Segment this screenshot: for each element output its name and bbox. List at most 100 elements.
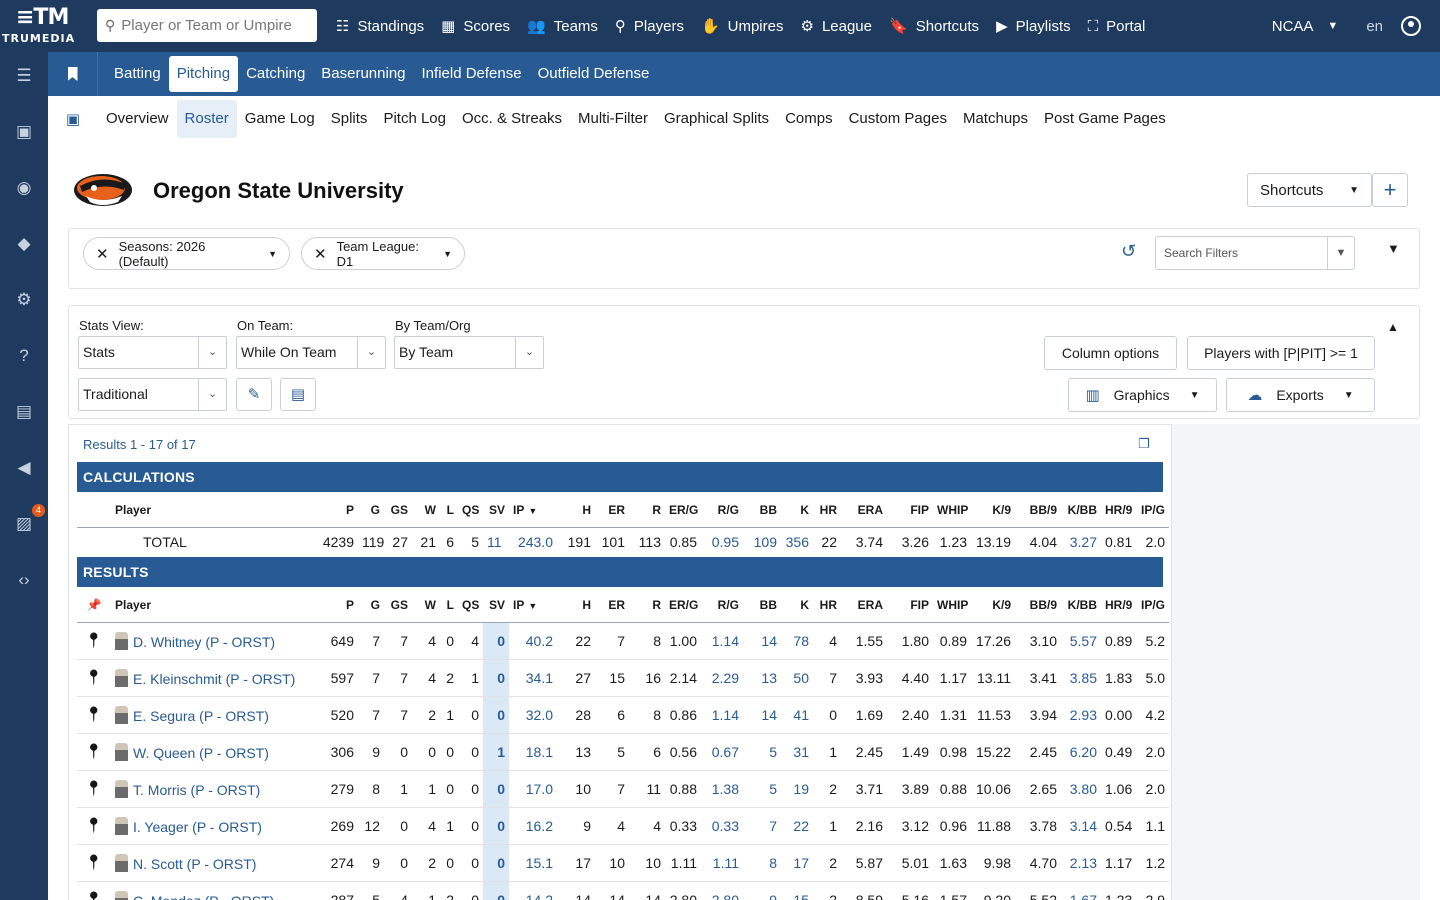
cell-sv[interactable]: 1	[483, 733, 509, 771]
column-header-er[interactable]: ER	[595, 588, 629, 623]
column-header-whip[interactable]: WHIP	[933, 588, 971, 623]
pin-column-header[interactable]: 📌	[77, 588, 111, 623]
column-header-gs[interactable]: GS	[384, 588, 412, 623]
subtab-roster[interactable]: Roster	[176, 100, 237, 138]
stats-view-select[interactable]: Stats ⌄	[78, 336, 227, 369]
subtab-occ-streaks[interactable]: Occ. & Streaks	[461, 110, 563, 127]
cell-k-bb[interactable]: 3.27	[1069, 534, 1097, 551]
pin-cell[interactable]: 📍	[77, 881, 111, 900]
filter-search-caret-icon[interactable]: ▼	[1327, 237, 1354, 269]
cell-sv[interactable]: 0	[483, 696, 509, 734]
column-header-w[interactable]: W	[412, 588, 440, 623]
column-header-qs[interactable]: QS	[458, 588, 483, 623]
collapse-controls-icon[interactable]: ▲	[1387, 320, 1399, 334]
column-header-r[interactable]: R	[629, 588, 665, 623]
remove-chip-icon[interactable]: ✕	[96, 245, 109, 263]
reset-filters-icon[interactable]: ↺	[1121, 241, 1137, 261]
column-header-g[interactable]: G	[358, 493, 384, 528]
player-name-link[interactable]: D. Whitney (P - ORST)	[133, 633, 276, 650]
code-icon[interactable]: ‹›	[18, 570, 30, 589]
column-header-sv[interactable]: SV	[483, 588, 509, 623]
help-icon[interactable]: ?	[19, 346, 29, 365]
cell-r-g[interactable]: 1.38	[701, 770, 743, 808]
cell-sv[interactable]: 0	[483, 807, 509, 845]
cell-r-g[interactable]: 0.67	[701, 733, 743, 771]
settings-gear-icon[interactable]: ⚙	[16, 290, 32, 309]
nav-teams[interactable]: 👥 Teams	[527, 17, 598, 36]
column-options-button[interactable]: Column options	[1044, 336, 1177, 370]
cell-k-bb[interactable]: 3.80	[1061, 770, 1101, 808]
cell-r-g[interactable]: 1.14	[701, 622, 743, 660]
column-header-bb-9[interactable]: BB/9	[1015, 493, 1061, 528]
player-name-link[interactable]: N. Scott (P - ORST)	[133, 855, 257, 872]
tab-batting[interactable]: Batting	[114, 65, 161, 82]
player-name-link[interactable]: W. Queen (P - ORST)	[133, 744, 269, 761]
cell-k[interactable]: 356	[785, 534, 809, 551]
column-header-k-bb[interactable]: K/BB	[1061, 493, 1101, 528]
pin-row-icon[interactable]: 📍	[85, 669, 103, 685]
filter-search[interactable]: ▼	[1155, 236, 1355, 270]
cell-bb[interactable]: 5	[743, 733, 781, 771]
expand-filters-icon[interactable]: ▼	[1387, 241, 1400, 256]
global-search[interactable]: ⚲	[97, 9, 317, 42]
column-header-ip[interactable]: IP ▼	[509, 588, 557, 623]
player-name-link[interactable]: E. Kleinschmit (P - ORST)	[133, 670, 296, 687]
cell-sv[interactable]: 0	[483, 881, 509, 900]
column-header-ip-g[interactable]: IP/G	[1135, 493, 1169, 528]
cell-k[interactable]: 17	[781, 844, 813, 882]
tab-infield-defense[interactable]: Infield Defense	[421, 65, 522, 82]
cell-k-bb[interactable]: 1.67	[1061, 881, 1101, 900]
cell-k-bb[interactable]: 3.14	[1061, 807, 1101, 845]
column-header-h[interactable]: H	[557, 493, 595, 528]
player-name-link[interactable]: I. Yeager (P - ORST)	[133, 818, 262, 835]
cell-k[interactable]: 50	[781, 659, 813, 697]
on-team-select[interactable]: While On Team ⌄	[236, 336, 386, 369]
column-header-sv[interactable]: SV	[483, 493, 509, 528]
trumedia-logo[interactable]: ≡TM TRUMEDIA	[0, 0, 74, 52]
cell-bb[interactable]: 5	[743, 770, 781, 808]
tab-pitching[interactable]: Pitching	[168, 56, 239, 92]
nav-standings[interactable]: ☷ Standings	[336, 17, 424, 36]
book-icon[interactable]: ▤	[15, 402, 33, 421]
cell-player[interactable]: W. Queen (P - ORST)	[111, 733, 318, 771]
column-header-player[interactable]: Player	[111, 588, 318, 623]
cell-bb[interactable]: 14	[743, 696, 781, 734]
column-header-bb[interactable]: BB	[743, 588, 781, 623]
cell-sv[interactable]: 0	[483, 770, 509, 808]
cell-ip[interactable]: 243.0	[517, 534, 553, 551]
nav-scores[interactable]: ▦ Scores	[441, 17, 510, 36]
video-library-icon[interactable]: ▣	[15, 122, 33, 141]
pin-row-icon[interactable]: 📍	[85, 891, 103, 900]
subtab-overview[interactable]: Overview	[106, 110, 169, 127]
copy-icon[interactable]: ❐	[1138, 436, 1150, 451]
filter-chip-seasons[interactable]: ✕ Seasons: 2026 (Default) ▼	[83, 237, 290, 270]
exports-dropdown[interactable]: ☁ Exports ▼	[1226, 378, 1375, 412]
by-team-select[interactable]: By Team ⌄	[394, 336, 544, 369]
playlist-icon[interactable]: ▣	[65, 111, 81, 128]
cell-ip[interactable]: 14.2	[509, 881, 557, 900]
glossary-button[interactable]: ▤	[280, 378, 316, 411]
column-header-qs[interactable]: QS	[458, 493, 483, 528]
column-header-fip[interactable]: FIP	[887, 588, 933, 623]
cell-bb[interactable]: 14	[743, 622, 781, 660]
subtab-splits[interactable]: Splits	[330, 110, 368, 127]
players-filter-button[interactable]: Players with [P|PIT] >= 1	[1187, 336, 1375, 370]
nav-portal[interactable]: ⛶ Portal	[1088, 18, 1146, 35]
player-name-link[interactable]: C. Mendez (P - ORST)	[133, 893, 274, 900]
tab-catching[interactable]: Catching	[246, 65, 306, 82]
pin-row-icon[interactable]: 📍	[85, 632, 103, 648]
cell-sv[interactable]: 0	[483, 622, 509, 660]
cell-player[interactable]: N. Scott (P - ORST)	[111, 844, 318, 882]
player-name-link[interactable]: T. Morris (P - ORST)	[133, 781, 261, 798]
cell-bb[interactable]: 9	[743, 881, 781, 900]
cell-player[interactable]: E. Segura (P - ORST)	[111, 696, 318, 734]
column-header-l[interactable]: L	[440, 588, 458, 623]
cell-player[interactable]: C. Mendez (P - ORST)	[111, 881, 318, 900]
subtab-graphical-splits[interactable]: Graphical Splits	[664, 110, 770, 127]
column-header-hr-9[interactable]: HR/9	[1101, 493, 1135, 528]
cell-k[interactable]: 31	[781, 733, 813, 771]
pin-cell[interactable]: 📍	[77, 659, 111, 697]
column-header-k-9[interactable]: K/9	[971, 588, 1015, 623]
column-header-bb[interactable]: BB	[743, 493, 781, 528]
nav-shortcuts[interactable]: 🔖 Shortcuts	[889, 17, 979, 36]
